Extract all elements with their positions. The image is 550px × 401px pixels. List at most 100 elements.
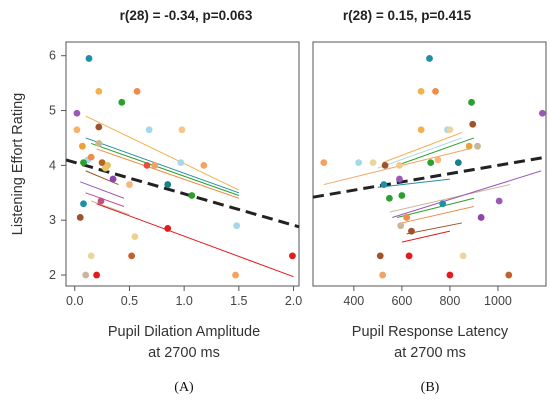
panel-a-data-point [98,159,106,167]
panel-b-data-point [355,159,363,167]
panel-a-data-point [80,159,87,167]
panel-a-xlabel-line1: Pupil Dilation Amplitude [108,324,260,340]
panel-b-data-point [408,227,415,235]
panel-a-label: (A) [174,380,194,395]
panel-a-title: r(28) = -0.34, p=0.063 [120,8,253,23]
panel-b-data-point [432,87,439,95]
panel-a-participant-fit-line [96,203,294,278]
panel-a-data-point [233,222,241,230]
panel-a-frame [65,41,300,287]
panel-b: r(28) = 0.15, p=0.415 400 600 800 1000 Pupi… [312,8,547,395]
panel-b-data-point [396,175,403,183]
panel-a-data-point [95,123,103,131]
panel-a-data-point [118,98,126,106]
panel-a-xtick-label: 1.0 [175,294,192,308]
panel-b-participant-fit-line [406,222,463,235]
panel-b-xlabel-line2: at 2700 ms [394,345,466,361]
panel-a-data-point [97,197,105,205]
panel-b-data-point [417,126,425,134]
panel-b-data-point [380,181,388,188]
panel-a-data-point [200,161,208,169]
panel-b-data-point [505,271,513,279]
panel-b-data-point [379,271,387,279]
panel-a-data-point [87,252,95,260]
panel-a-group-fit-line [65,158,300,229]
panel-b-data-point [385,194,393,202]
panel-a-data-point [151,161,159,169]
panel-b-data-point [427,159,435,167]
panel-a-data-point [178,126,186,134]
panel-a-data-point [131,233,139,241]
panel-a-data-point [164,225,172,232]
panel-b-data-point [320,159,328,167]
panel-b-data-point [446,126,454,134]
panel-b-participant-fit-line [401,230,451,243]
panel-a-participant-fit-line [90,200,130,216]
panel-a-data-point [79,142,86,150]
panel-b-label: (B) [421,380,440,395]
panel-b-data-point [538,109,546,117]
panel-a-data-point [289,252,296,260]
panel-b-data-point [396,161,403,169]
panel-b-participant-fit-line [396,137,475,166]
panel-b-data-point [369,159,377,167]
panel-a-data-point [145,126,153,134]
panel-a-xtick-label: 0.0 [66,294,83,308]
panel-b-data-point [426,55,433,62]
panel-a-data-point [128,252,136,260]
panel-b-participant-fit-line [377,178,450,188]
panel-a-data-point [232,271,239,279]
panel-b-participant-fit-line [377,137,463,169]
panel-b-xtick-label: 400 [343,294,364,308]
panel-b-plot-area: 400 600 800 1000 [312,55,547,308]
panel-a: r(28) = -0.34, p=0.063 0.0 0.5 1.0 1.5 2.0 2 3… [10,8,302,395]
panel-b-participant-fit-line [392,170,542,218]
panel-b-data-point [405,252,413,260]
panel-a-data-point [95,140,103,147]
panel-b-data-point [397,222,405,230]
panel-b-group-fit-line [312,155,547,199]
panel-a-ytick-label: 6 [49,49,56,63]
panel-a-data-point [109,175,117,183]
panel-b-data-point [469,120,477,128]
panel-b-xlabel-line1: Pupil Response Latency [352,324,509,340]
panel-a-data-point [188,192,196,199]
panel-b-data-point [465,142,473,150]
panel-b-data-point [477,214,485,221]
panel-b-data-point [376,252,384,260]
panel-b-data-point [459,252,467,260]
panel-b-participant-fit-line [382,132,463,164]
panel-a-xtick-label: 2.0 [285,294,302,308]
panel-b-xtick-label: 800 [439,294,460,308]
panel-b-data-point [474,142,481,150]
panel-a-xlabel-line2: at 2700 ms [148,345,220,361]
panel-b-data-point [381,161,389,169]
panel-a-data-point [85,55,93,62]
panel-b-xtick-label: 600 [391,294,412,308]
panel-b-data-point [417,87,425,95]
panel-a-data-point [177,159,185,167]
panel-a-ylabel: Listening Effort Rating [10,93,26,235]
panel-b-data-point [398,192,406,199]
panel-a-participant-fit-line [85,137,240,194]
panel-a-participant-fit-line [85,192,125,207]
panel-b-data-point [495,197,503,205]
panel-a-participant-fit-line [85,115,240,191]
panel-a-data-point [93,271,101,279]
panel-a-ytick-label: 3 [49,213,56,227]
panel-a-xtick-label: 1.5 [230,294,247,308]
panel-b-data-point [403,214,411,221]
panel-b-participant-fit-line [396,197,475,218]
panel-a-participant-fit-line [96,148,239,199]
panel-b-participant-fit-line [401,206,475,224]
panel-a-ytick-label: 5 [49,104,56,118]
panel-a-data-point [126,181,133,188]
panel-a-data-point [143,161,151,169]
panel-b-title: r(28) = 0.15, p=0.415 [343,8,472,23]
panel-a-data-point [133,87,141,95]
panel-a-data-point [164,181,172,188]
panel-a-ytick-label: 2 [49,268,56,282]
panel-a-plot-area: 0.0 0.5 1.0 1.5 2.0 2 3 4 5 6 [49,49,302,308]
panel-a-participant-fit-line [80,181,125,199]
